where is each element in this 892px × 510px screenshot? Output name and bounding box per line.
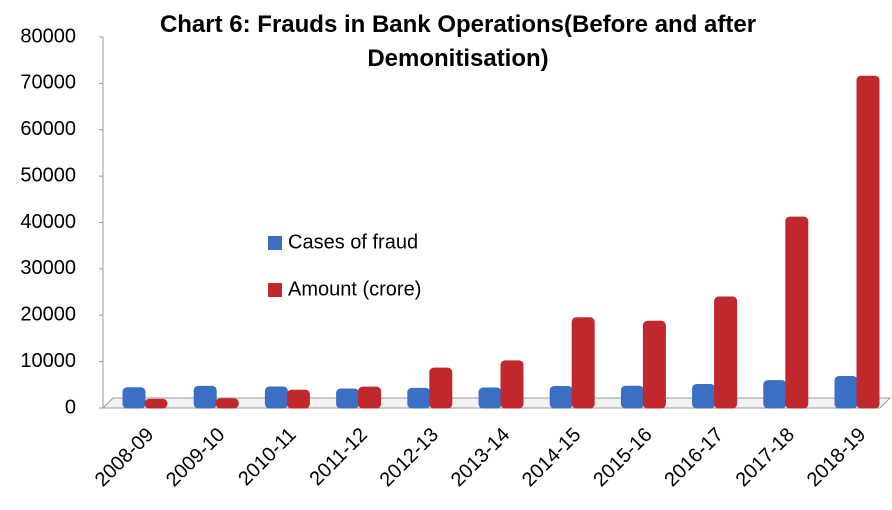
legend-swatch [268,283,282,297]
bar [642,320,666,409]
bar [714,296,738,409]
y-tick-label: 70000 [20,72,76,94]
x-tick-label: 2013-14 [447,424,514,491]
chart-title: Chart 6: Frauds in Bank Operations(Befor… [159,11,757,72]
bar [620,385,644,409]
bar [286,389,310,409]
bar [122,387,146,409]
bar [571,317,595,409]
x-tick-label: 2010-11 [234,424,300,490]
x-tick-label: 2018-19 [803,424,870,491]
x-tick-label: 2017-18 [732,424,799,491]
x-tick-label: 2008-09 [91,424,158,491]
bar [336,388,360,409]
x-tick-label: 2015-16 [589,424,656,491]
legend-label: Cases of fraud [288,231,418,253]
y-tick-label: 20000 [20,304,76,326]
x-tick-label: 2016-17 [660,424,727,491]
y-tick-label: 60000 [20,118,76,140]
bar [834,375,858,409]
bar [429,367,453,409]
bar [478,387,502,409]
bar [785,216,809,409]
x-tick-label: 2011-12 [305,424,371,490]
y-tick-label: 0 [65,396,76,418]
bar [549,385,573,409]
bar [193,385,217,409]
bar [856,75,880,409]
x-tick-label: 2014-15 [518,424,585,491]
bar [264,386,288,409]
legend-swatch [268,236,282,250]
y-tick-label: 40000 [20,211,76,233]
y-tick-label: 30000 [20,257,76,279]
bar [215,398,239,409]
bar [763,380,787,409]
bar [358,386,382,409]
y-tick-label: 50000 [20,164,76,186]
x-tick-label: 2012-13 [376,424,443,491]
bar [500,360,524,409]
x-tick-label: 2009-10 [162,424,229,491]
bar [692,383,716,409]
bar [144,398,168,409]
y-tick-label: 10000 [20,350,76,372]
legend-label: Amount (crore) [288,278,421,300]
bar [407,387,431,409]
y-tick-label: 80000 [20,25,76,47]
